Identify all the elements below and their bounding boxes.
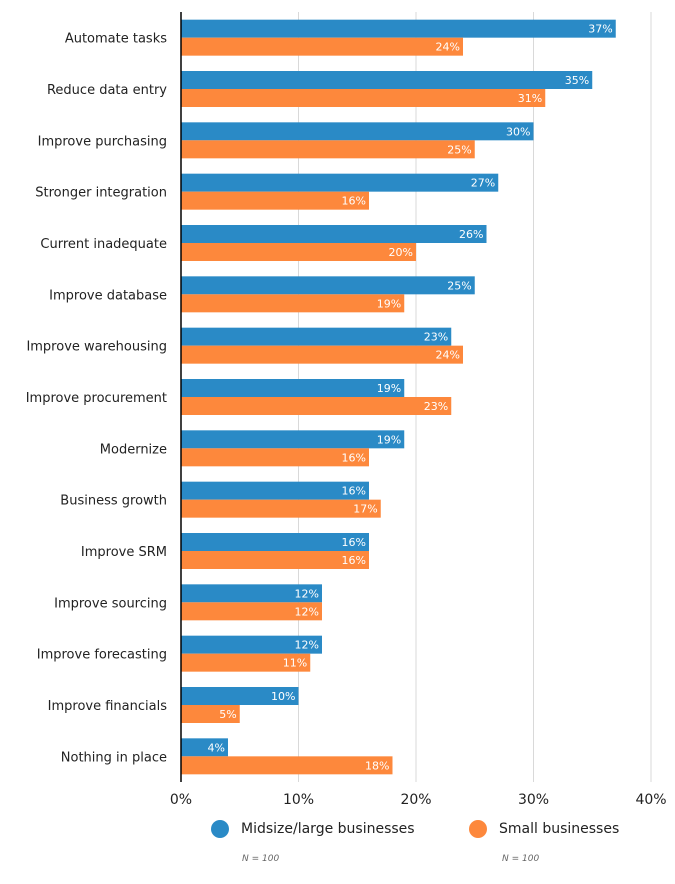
- legend-n-midsize: N = 100: [242, 854, 280, 864]
- bar-value-label: 11%: [283, 657, 307, 670]
- x-tick-label: 30%: [518, 792, 549, 808]
- bar-small[interactable]: [181, 653, 311, 672]
- x-tick-label: 40%: [635, 792, 666, 808]
- bar-midsize[interactable]: [181, 379, 405, 397]
- legend-label-midsize: Midsize/large businesses: [241, 821, 415, 837]
- category-label: Business growth: [60, 494, 167, 509]
- bar-small[interactable]: [181, 89, 546, 107]
- bar-midsize[interactable]: [181, 687, 299, 705]
- legend: Midsize/large businesses N = 100 Small b…: [0, 818, 675, 878]
- category-label: Improve database: [49, 288, 167, 303]
- bar-value-label: 19%: [377, 382, 401, 395]
- bar-small[interactable]: [181, 243, 416, 261]
- bar-chart: 37% 24% 35% 31% 30% 25% 27% 16% 26% 20% 25% 19% 23% 2…: [26, 12, 667, 808]
- bar-midsize[interactable]: [181, 584, 322, 603]
- legend-label-small: Small businesses: [499, 821, 620, 837]
- category-label: Improve financials: [48, 699, 168, 714]
- bar-small[interactable]: [181, 448, 369, 467]
- legend-n-small: N = 100: [502, 854, 540, 864]
- bar-value-label: 16%: [342, 554, 366, 567]
- bar-value-label: 16%: [342, 195, 366, 208]
- category-label: Improve forecasting: [37, 648, 167, 663]
- bar-value-label: 4%: [208, 741, 225, 754]
- bar-value-label: 31%: [518, 92, 542, 105]
- bar-value-label: 12%: [295, 587, 319, 600]
- bar-midsize[interactable]: [181, 635, 322, 654]
- legend-item-midsize[interactable]: Midsize/large businesses: [211, 820, 415, 838]
- bar-value-label: 23%: [424, 331, 448, 344]
- bar-small[interactable]: [181, 551, 369, 569]
- bar-value-label: 26%: [459, 228, 483, 241]
- bar-value-label: 5%: [219, 708, 236, 721]
- x-tick-label: 10%: [283, 792, 314, 808]
- bar-midsize[interactable]: [181, 122, 534, 141]
- bar-value-label: 19%: [377, 433, 401, 446]
- bar-midsize[interactable]: [181, 481, 369, 500]
- bar-small[interactable]: [181, 397, 452, 415]
- x-tick-label: 0%: [170, 792, 192, 808]
- category-label: Stronger integration: [35, 186, 167, 201]
- bar-value-label: 27%: [471, 177, 495, 190]
- category-label: Improve purchasing: [38, 134, 167, 149]
- bar-small[interactable]: [181, 140, 475, 159]
- category-label: Improve sourcing: [54, 596, 167, 611]
- bar-small[interactable]: [181, 294, 405, 313]
- bar-midsize[interactable]: [181, 738, 228, 757]
- bar-value-label: 25%: [447, 143, 471, 156]
- bar-value-label: 30%: [506, 125, 530, 138]
- bar-value-label: 18%: [365, 759, 389, 772]
- bar-value-label: 24%: [436, 41, 460, 54]
- bar-midsize[interactable]: [181, 327, 452, 346]
- bar-value-label: 12%: [295, 605, 319, 618]
- bar-midsize[interactable]: [181, 19, 616, 38]
- category-label: Nothing in place: [61, 750, 167, 765]
- bar-small[interactable]: [181, 756, 393, 775]
- category-label: Improve procurement: [26, 391, 167, 406]
- bar-midsize[interactable]: [181, 225, 487, 243]
- bar-value-label: 20%: [389, 246, 413, 259]
- bar-midsize[interactable]: [181, 71, 593, 89]
- category-label: Modernize: [100, 442, 167, 457]
- bar-value-label: 25%: [447, 279, 471, 292]
- x-axis-ticks: 0% 10% 20% 30% 40%: [170, 792, 667, 808]
- bar-midsize[interactable]: [181, 533, 369, 551]
- category-label: Automate tasks: [65, 32, 167, 47]
- bar-value-label: 24%: [436, 349, 460, 362]
- bar-value-label: 19%: [377, 297, 401, 310]
- bar-value-label: 17%: [353, 503, 377, 516]
- bar-value-label: 16%: [342, 485, 366, 498]
- bar-value-label: 16%: [342, 536, 366, 549]
- category-label: Improve SRM: [81, 545, 167, 560]
- bar-small[interactable]: [181, 37, 463, 56]
- bars: 37% 24% 35% 31% 30% 25% 27% 16% 26% 20% 25% 19% 23% 2…: [181, 19, 616, 775]
- bar-value-label: 35%: [565, 74, 589, 87]
- bar-value-label: 23%: [424, 400, 448, 413]
- category-label: Improve warehousing: [26, 340, 167, 355]
- bar-midsize[interactable]: [181, 430, 405, 449]
- bar-midsize[interactable]: [181, 276, 475, 295]
- legend-marker-midsize: [211, 820, 229, 838]
- bar-midsize[interactable]: [181, 173, 499, 192]
- bar-small[interactable]: [181, 602, 322, 621]
- bar-value-label: 12%: [295, 639, 319, 652]
- bar-small[interactable]: [181, 499, 381, 518]
- category-label: Reduce data entry: [47, 83, 167, 98]
- bar-value-label: 37%: [588, 23, 612, 36]
- legend-marker-small: [469, 820, 487, 838]
- x-tick-label: 20%: [400, 792, 431, 808]
- bar-value-label: 16%: [342, 451, 366, 464]
- legend-item-small[interactable]: Small businesses: [469, 820, 619, 838]
- bar-small[interactable]: [181, 345, 463, 364]
- category-labels: Automate tasks Reduce data entry Improve p…: [26, 32, 168, 766]
- bar-small[interactable]: [181, 191, 369, 210]
- category-label: Current inadequate: [40, 237, 167, 252]
- bar-value-label: 10%: [271, 690, 295, 703]
- bar-small[interactable]: [181, 705, 240, 723]
